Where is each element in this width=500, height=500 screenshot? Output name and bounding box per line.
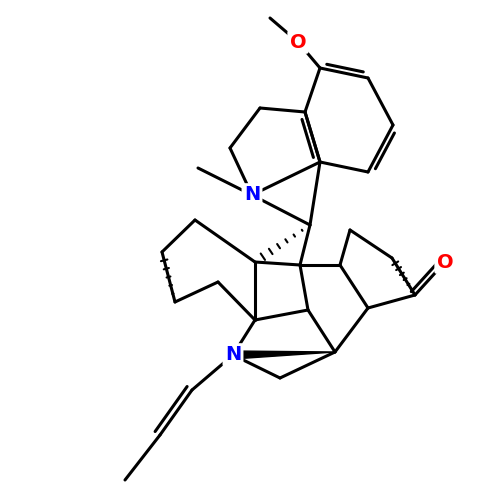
Text: N: N (225, 346, 241, 364)
Text: N: N (244, 186, 260, 204)
Text: O: O (436, 252, 454, 272)
Polygon shape (233, 351, 335, 359)
Text: O: O (290, 32, 306, 52)
